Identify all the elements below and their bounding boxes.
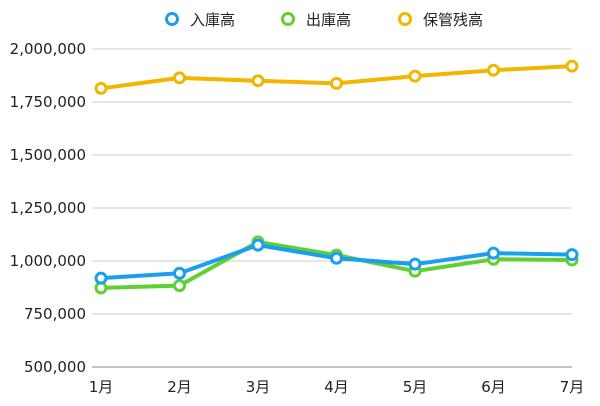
data-point [408,257,422,271]
data-point [565,59,579,73]
y-tick-label: 2,000,000 [10,40,86,58]
legend-marker-icon [165,12,179,26]
y-tick-label: 1,250,000 [10,199,86,217]
data-point [94,81,108,95]
series-2 [94,59,579,95]
data-point [408,69,422,83]
x-tick-label: 3月 [246,378,271,396]
data-point [330,76,343,90]
legend-label: 出庫高 [306,11,351,29]
x-tick-label: 2月 [167,378,192,396]
y-tick-label: 500,000 [24,358,86,376]
data-point [173,279,186,293]
data-point [487,246,500,260]
series-0 [94,238,579,285]
data-point [565,248,579,262]
data-point [251,74,265,88]
x-tick-label: 6月 [481,378,506,396]
data-point [173,266,186,280]
legend-marker-icon [398,12,412,26]
y-tick-label: 1,500,000 [10,146,86,164]
y-tick-label: 1,000,000 [10,252,86,270]
y-tick-label: 1,750,000 [10,93,86,111]
legend-label: 保管残高 [423,11,483,29]
series-1 [94,235,579,295]
y-tick-label: 750,000 [24,305,86,323]
data-point [173,71,186,85]
x-tick-label: 5月 [403,378,428,396]
data-point [94,271,108,285]
x-tick-label: 7月 [560,378,585,396]
x-tick-label: 4月 [324,378,349,396]
x-tick-label: 1月 [89,378,114,396]
data-point [251,238,265,252]
legend-label: 入庫高 [190,11,235,29]
data-point [487,63,500,77]
data-point [330,251,343,265]
legend-marker-icon [281,12,295,26]
